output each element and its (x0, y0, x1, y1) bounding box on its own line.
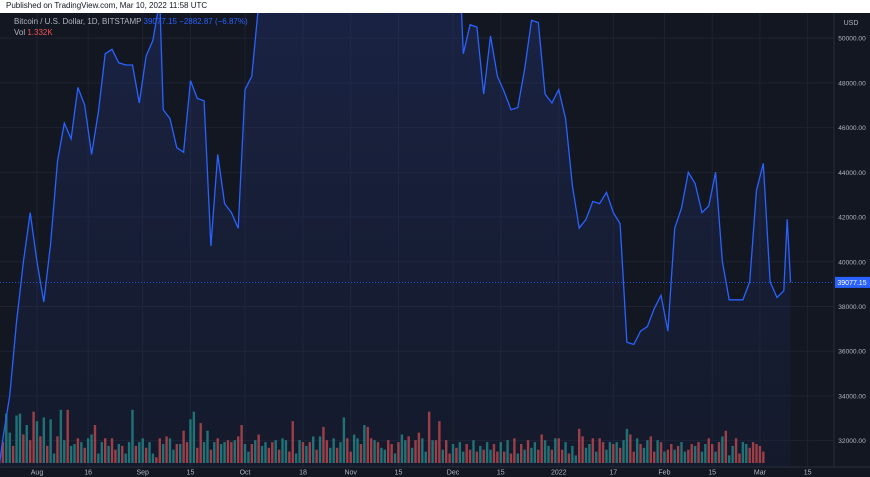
last-price-label: 39077.15 (837, 280, 866, 287)
x-tick-label: Nov (344, 470, 357, 477)
x-tick-label: Sep (136, 470, 149, 477)
x-tick-label: 15 (708, 470, 716, 477)
time-axis-panel[interactable] (0, 467, 870, 477)
y-tick-label: 38000.00 (838, 304, 866, 311)
x-tick-label: Feb (658, 470, 670, 477)
price-line (0, 13, 792, 466)
x-tick-label: 16 (84, 470, 92, 477)
x-tick-label: 18 (299, 470, 307, 477)
x-tick-label: 15 (187, 470, 195, 477)
y-tick-label: 36000.00 (838, 349, 866, 356)
x-tick-label: 15 (497, 470, 505, 477)
volume-legend[interactable]: Vol 1.332K (14, 28, 53, 37)
publication-bar: Published on TradingView.com, Mar 10, 20… (0, 0, 870, 13)
price-chart[interactable]: USD 32000.00 34000.00 36000.00 38000.00 4000… (0, 13, 870, 477)
volume-value: 1.332K (27, 28, 53, 37)
x-tick-label: 15 (395, 470, 403, 477)
y-tick-label: 40000.00 (838, 259, 866, 266)
published-text: Published on TradingView.com, Mar 10, 20… (6, 1, 208, 10)
x-axis-ticks: Aug 16 Sep 15 Oct 18 Nov 15 Dec 15 2022 17 Feb 15 Mar 1… (31, 470, 812, 477)
y-tick-label: 50000.00 (838, 36, 866, 43)
y-tick-label: 32000.00 (838, 438, 866, 445)
price-axis-panel[interactable] (834, 13, 870, 467)
y-axis-ticks: 32000.00 34000.00 36000.00 38000.00 40000.00… (838, 36, 866, 445)
y-tick-label: 46000.00 (838, 125, 866, 132)
symbol-legend[interactable]: Bitcoin / U.S. Dollar, 1D, BITSTAMP 3907… (14, 17, 248, 26)
y-tick-label: 42000.00 (838, 215, 866, 222)
x-tick-label: 15 (804, 470, 812, 477)
y-tick-label: 48000.00 (838, 80, 866, 87)
price-area (0, 13, 791, 467)
x-tick-label: Dec (447, 470, 460, 477)
currency-label: USD (844, 20, 859, 27)
x-tick-label: 2022 (551, 470, 567, 477)
volume-label: Vol (14, 28, 26, 37)
x-tick-label: Mar (754, 470, 767, 477)
price-change: −2882.87 (−6.87%) (179, 17, 248, 26)
last-price-badge (835, 276, 870, 288)
x-tick-label: Aug (31, 470, 44, 477)
last-price-value: 39077.15 (143, 17, 177, 26)
symbol-name: Bitcoin / U.S. Dollar, 1D, BITSTAMP (14, 17, 142, 26)
y-tick-label: 34000.00 (838, 393, 866, 400)
x-tick-label: Oct (240, 470, 251, 477)
y-tick-label: 44000.00 (838, 170, 866, 177)
x-tick-label: 17 (609, 470, 617, 477)
